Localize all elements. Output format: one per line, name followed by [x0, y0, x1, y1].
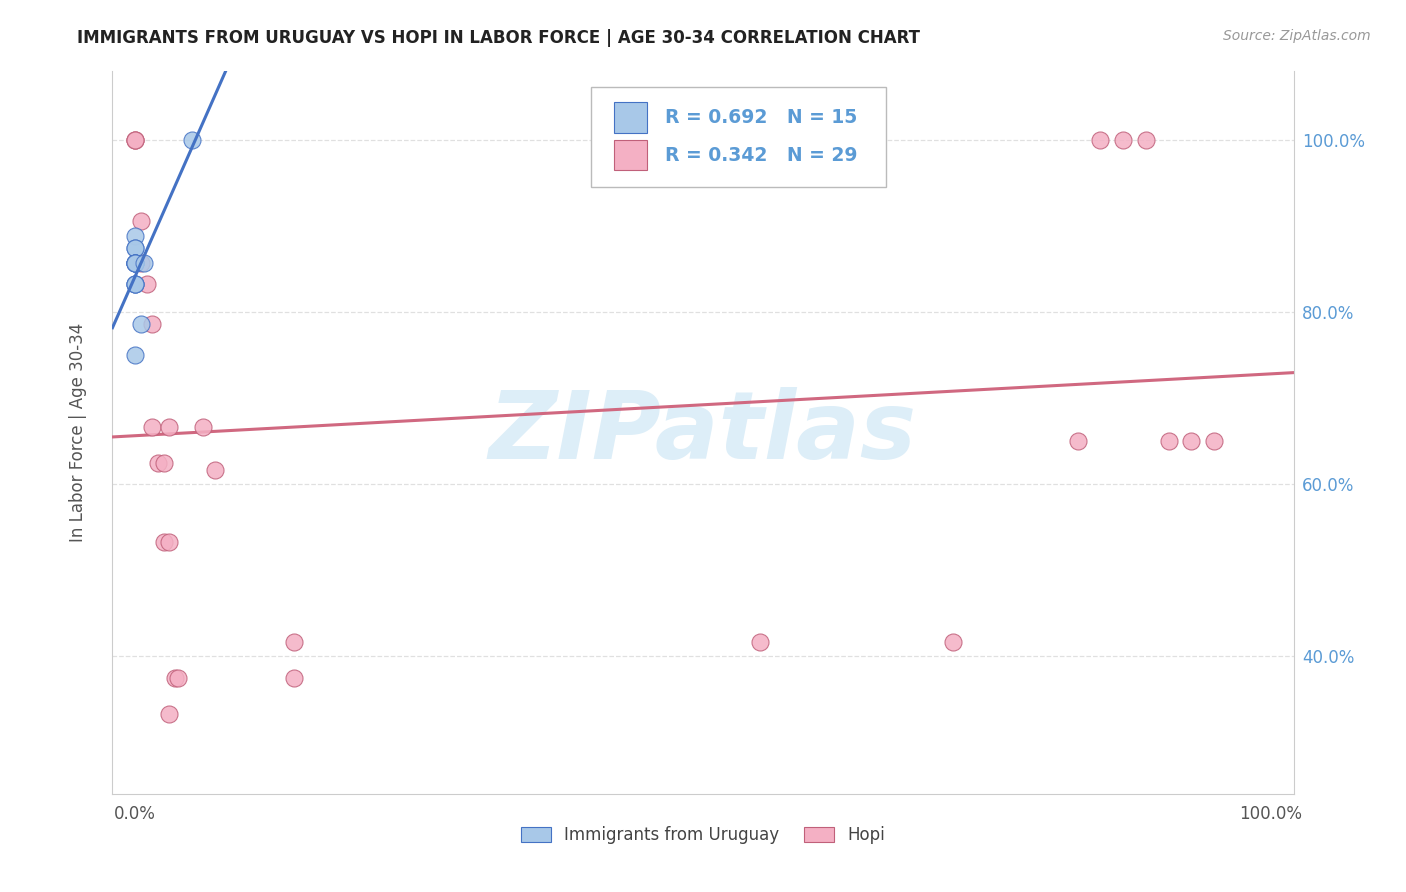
Point — [124, 277, 146, 291]
Point — [157, 419, 180, 434]
Point — [129, 256, 152, 270]
Point — [124, 256, 146, 270]
Point — [942, 634, 965, 648]
Point — [129, 317, 152, 331]
Point — [124, 277, 146, 291]
Point — [124, 241, 146, 255]
Point — [146, 456, 169, 470]
Point — [124, 256, 146, 270]
FancyBboxPatch shape — [614, 140, 648, 170]
Point — [204, 462, 226, 476]
Point — [124, 256, 146, 270]
Point — [1112, 133, 1135, 147]
Point — [141, 419, 163, 434]
Point — [1202, 434, 1225, 449]
Point — [124, 133, 146, 147]
Point — [1157, 434, 1180, 449]
Text: Source: ZipAtlas.com: Source: ZipAtlas.com — [1223, 29, 1371, 43]
Point — [124, 256, 146, 270]
Legend: Immigrants from Uruguay, Hopi: Immigrants from Uruguay, Hopi — [515, 819, 891, 851]
Point — [283, 671, 305, 685]
Point — [1180, 434, 1202, 449]
Point — [124, 348, 146, 362]
Text: IMMIGRANTS FROM URUGUAY VS HOPI IN LABOR FORCE | AGE 30-34 CORRELATION CHART: IMMIGRANTS FROM URUGUAY VS HOPI IN LABOR… — [77, 29, 921, 46]
Text: ZIPatlas: ZIPatlas — [489, 386, 917, 479]
Point — [124, 241, 146, 255]
Point — [1135, 133, 1157, 147]
FancyBboxPatch shape — [591, 87, 886, 187]
Point — [152, 456, 174, 470]
Text: R = 0.342   N = 29: R = 0.342 N = 29 — [665, 145, 858, 165]
Point — [124, 133, 146, 147]
Point — [163, 671, 186, 685]
FancyBboxPatch shape — [614, 103, 648, 133]
Point — [167, 671, 190, 685]
Point — [283, 634, 305, 648]
Text: R = 0.692   N = 15: R = 0.692 N = 15 — [665, 108, 858, 127]
Point — [193, 419, 215, 434]
Y-axis label: In Labor Force | Age 30-34: In Labor Force | Age 30-34 — [69, 323, 87, 542]
Point — [134, 256, 156, 270]
Point — [748, 634, 770, 648]
Point — [124, 256, 146, 270]
Point — [152, 534, 174, 549]
Point — [157, 534, 180, 549]
Point — [181, 133, 204, 147]
Point — [1090, 133, 1112, 147]
Point — [157, 706, 180, 721]
Point — [124, 133, 146, 147]
Point — [124, 277, 146, 291]
Point — [129, 214, 152, 228]
Point — [1067, 434, 1090, 449]
Point — [135, 277, 157, 291]
Point — [124, 228, 146, 243]
Point — [141, 317, 163, 331]
